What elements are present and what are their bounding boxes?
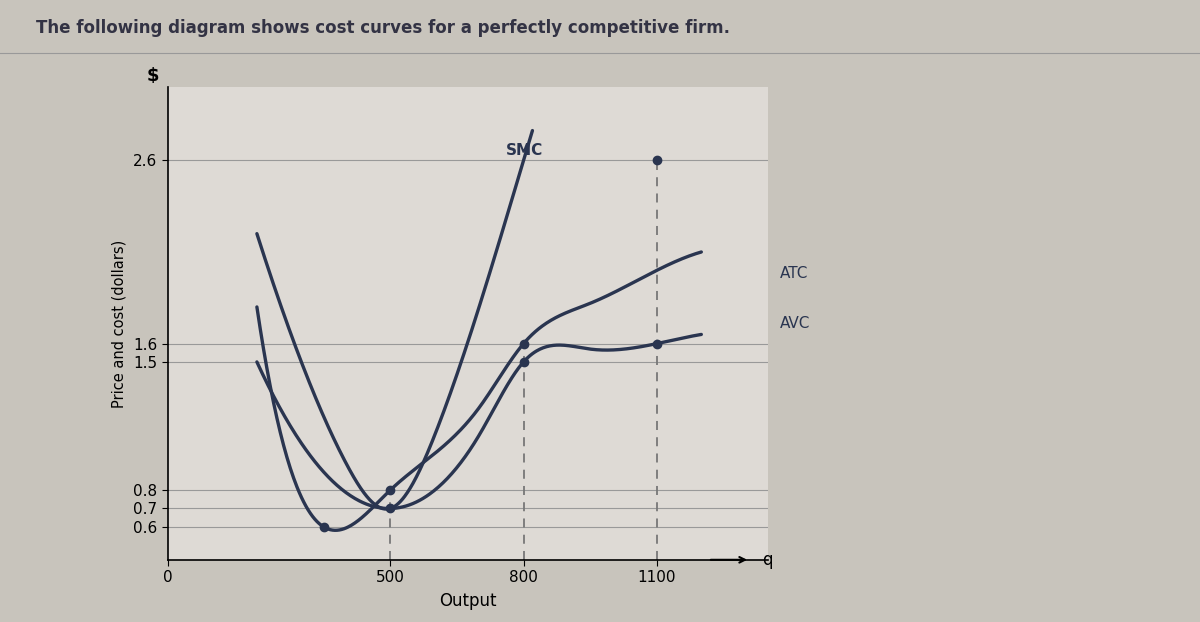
Text: q: q <box>762 551 773 569</box>
Text: AVC: AVC <box>780 316 810 331</box>
Text: The following diagram shows cost curves for a perfectly competitive firm.: The following diagram shows cost curves … <box>36 19 730 37</box>
Y-axis label: Price and cost (dollars): Price and cost (dollars) <box>112 239 126 407</box>
Text: SMC: SMC <box>505 143 544 158</box>
Text: $: $ <box>146 67 158 85</box>
Text: ATC: ATC <box>780 266 809 281</box>
X-axis label: Output: Output <box>439 592 497 610</box>
